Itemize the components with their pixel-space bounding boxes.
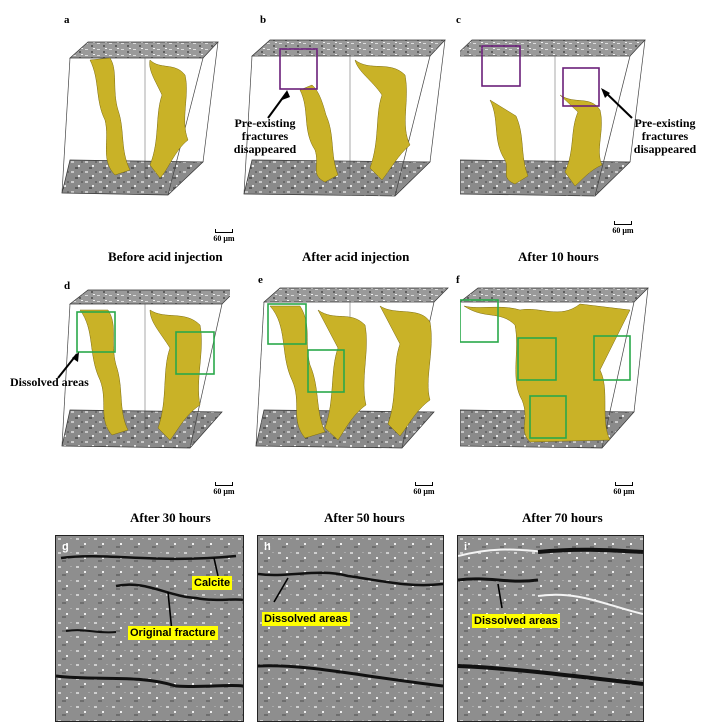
panel-caption: After 10 hours (518, 249, 599, 264)
panel-label: d (64, 280, 71, 292)
panel-label: c (456, 14, 461, 26)
slice-i: i Dissolved areas (457, 535, 644, 722)
slice-label: h (264, 541, 271, 553)
slice-h: h Dissolved areas (257, 535, 444, 722)
scale-bar: 60 μm (603, 221, 643, 235)
panel-caption: After 50 hours (324, 510, 405, 525)
cube-render (460, 39, 646, 197)
panel-d: d Dissolved areas 60 μm After 30 hours (0, 270, 235, 530)
panel-a: a 60 μm Before acid injection (0, 0, 235, 265)
tag-dissolved-areas: Dissolved areas (262, 612, 350, 626)
cube-render (61, 41, 219, 196)
panel-label: e (258, 274, 263, 286)
panel-caption: After acid injection (302, 249, 410, 264)
cube-render (255, 287, 449, 449)
slice-g: g Calcite Original fracture (55, 535, 244, 722)
scale-bar: 60 μm (404, 482, 444, 496)
slice-label: i (464, 541, 468, 553)
cube-render (460, 287, 649, 449)
annotation-c: Pre-existing fractures disappeared (633, 116, 697, 156)
panel-b: b Pre-existing fractures disappeared After… (230, 0, 460, 265)
tag-dissolved-areas: Dissolved areas (472, 614, 560, 628)
annotation-d: Dissolved areas (10, 375, 89, 389)
panel-c: c Pre-existing fractures disappeared 60 μm… (456, 0, 703, 265)
ct-slice-image (258, 536, 443, 721)
panel-f: f 60 μm After 70 hours (456, 270, 703, 530)
tag-original-fracture: Original fracture (128, 626, 218, 640)
slice-label: g (62, 541, 69, 553)
panel-caption: After 70 hours (522, 510, 603, 525)
scale-bar: 60 μm (204, 229, 244, 243)
panel-caption: Before acid injection (108, 249, 223, 264)
annotation-b: Pre-existing fractures disappeared (233, 116, 297, 156)
panel-label: b (260, 14, 267, 26)
scale-bar: 60 μm (204, 482, 244, 496)
scale-bar: 60 μm (604, 482, 644, 496)
panel-label: a (64, 14, 70, 26)
tag-calcite: Calcite (192, 576, 233, 590)
cube-render (243, 39, 446, 197)
ct-slice-image (458, 536, 643, 721)
panel-caption: After 30 hours (130, 510, 211, 525)
panel-label: f (456, 274, 460, 286)
panel-e: e 60 μm After 50 hours (230, 270, 460, 530)
cube-render (57, 289, 230, 449)
